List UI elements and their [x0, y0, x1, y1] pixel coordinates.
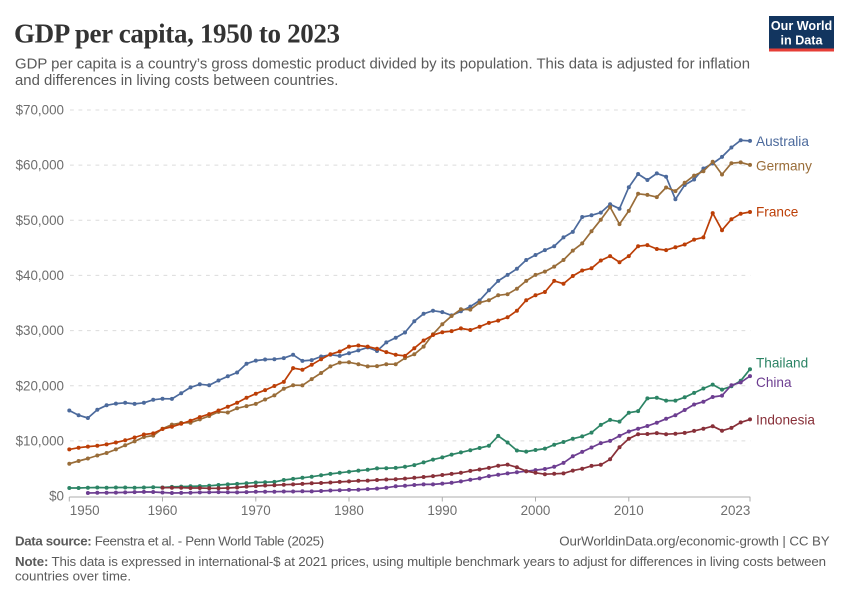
svg-text:countries over time.: countries over time. — [15, 569, 131, 584]
svg-text:GDP per capita, 1950 to 2023: GDP per capita, 1950 to 2023 — [14, 19, 340, 49]
svg-text:Indonesia: Indonesia — [756, 413, 815, 428]
svg-text:China: China — [756, 375, 792, 390]
svg-text:Australia: Australia — [756, 134, 809, 149]
svg-text:$60,000: $60,000 — [16, 158, 64, 173]
svg-text:1970: 1970 — [241, 503, 271, 518]
svg-text:$30,000: $30,000 — [16, 323, 64, 338]
svg-text:1950: 1950 — [70, 503, 100, 518]
svg-text:1990: 1990 — [427, 503, 457, 518]
svg-text:$10,000: $10,000 — [16, 434, 64, 449]
svg-text:1980: 1980 — [334, 503, 364, 518]
svg-text:$0: $0 — [49, 489, 64, 504]
svg-text:France: France — [756, 205, 798, 220]
svg-text:1960: 1960 — [148, 503, 178, 518]
svg-text:2000: 2000 — [521, 503, 551, 518]
svg-text:in Data: in Data — [781, 34, 824, 48]
svg-text:Germany: Germany — [756, 159, 812, 174]
svg-text:Our World: Our World — [771, 19, 832, 33]
svg-text:$50,000: $50,000 — [16, 213, 64, 228]
svg-text:OurWorldinData.org/economic-gr: OurWorldinData.org/economic-growth | CC … — [559, 534, 829, 549]
svg-text:Thailand: Thailand — [756, 356, 808, 371]
svg-text:GDP per capita is a country’s: GDP per capita is a country’s gross dome… — [15, 57, 750, 73]
svg-text:and differences in living cost: and differences in living costs between … — [15, 73, 338, 89]
svg-text:$20,000: $20,000 — [16, 378, 64, 393]
svg-text:2010: 2010 — [614, 503, 644, 518]
svg-text:2023: 2023 — [721, 503, 751, 518]
svg-text:$70,000: $70,000 — [16, 103, 64, 118]
svg-text:$40,000: $40,000 — [16, 268, 64, 283]
svg-text:Note: This data is expressed i: Note: This data is expressed in internat… — [15, 554, 826, 569]
svg-text:Data source: Feenstra et al. -: Data source: Feenstra et al. - Penn Worl… — [15, 534, 324, 549]
